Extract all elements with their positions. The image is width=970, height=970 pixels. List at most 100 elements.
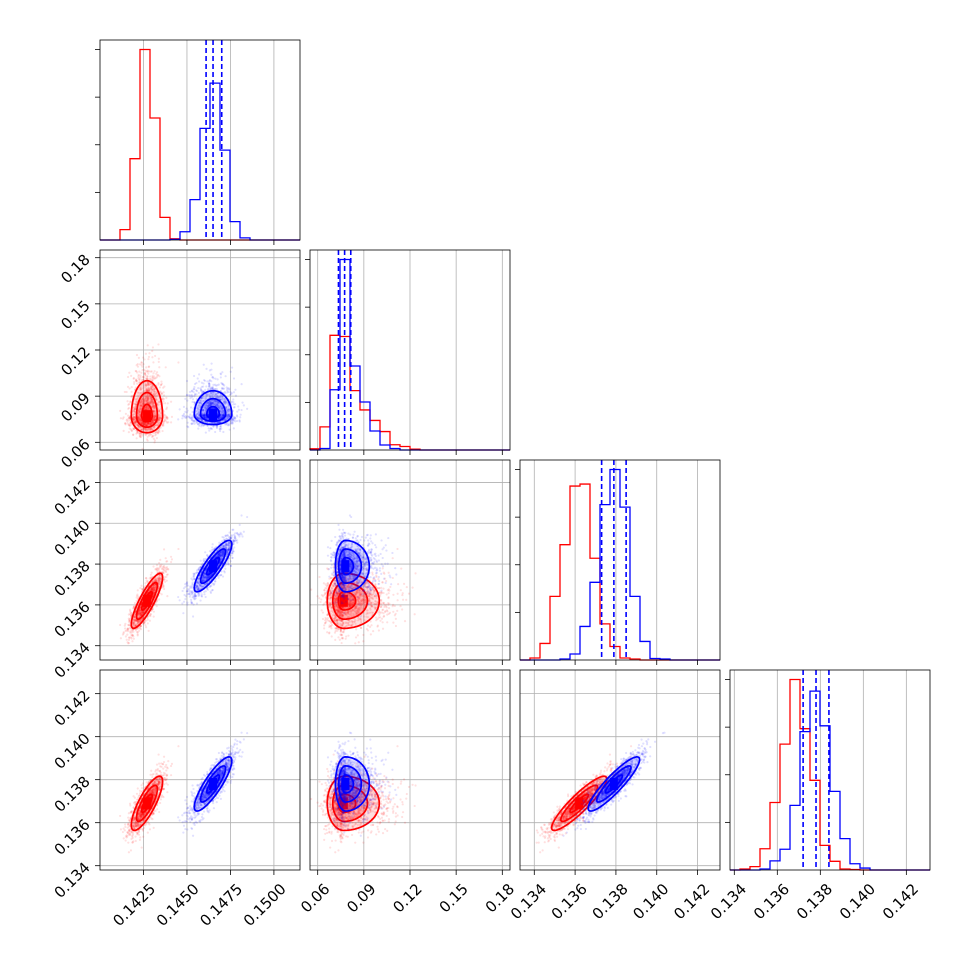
scatter-point [137, 621, 140, 624]
scatter-point [158, 414, 161, 417]
scatter-point [222, 430, 225, 434]
scatter-point [210, 402, 213, 405]
scatter-point [138, 434, 141, 437]
scatter-point [224, 401, 227, 404]
scatter-point [185, 407, 188, 410]
scatter-point [202, 390, 205, 393]
scatter-point [156, 599, 159, 602]
scatter-point [161, 423, 164, 427]
scatter-point [206, 404, 209, 408]
scatter-point [139, 387, 142, 390]
scatter-point [154, 583, 157, 586]
scatter-point [158, 561, 161, 565]
scatter-point [153, 587, 156, 590]
scatter-point [139, 406, 142, 409]
scatter-point [139, 418, 142, 421]
scatter-point [222, 399, 225, 402]
scatter-point [129, 611, 132, 614]
scatter-point [155, 376, 158, 379]
scatter-point [204, 396, 208, 399]
scatter-point [216, 395, 219, 398]
scatter-point [170, 415, 174, 418]
scatter-point [138, 410, 141, 413]
scatter-point [164, 366, 167, 369]
scatter-point [152, 589, 155, 592]
scatter-point [137, 391, 140, 394]
scatter-point [150, 589, 153, 592]
scatter-point [126, 422, 129, 425]
scatter-point [136, 391, 139, 394]
scatter-point [224, 398, 227, 401]
scatter-point [139, 404, 142, 407]
scatter-point [130, 631, 133, 634]
scatter-point [199, 388, 203, 391]
scatter-point [215, 404, 218, 407]
scatter-point [142, 402, 145, 405]
scatter-point [203, 412, 207, 415]
scatter-point [211, 387, 214, 391]
scatter-point [152, 610, 155, 613]
scatter-point [205, 407, 208, 410]
scatter-point [208, 369, 212, 372]
scatter-point [132, 413, 135, 417]
scatter-point [204, 431, 207, 434]
scatter-point [213, 400, 216, 403]
scatter-point [160, 593, 163, 596]
scatter-point [141, 422, 144, 425]
scatter-point [201, 399, 205, 402]
scatter-point [151, 435, 154, 439]
scatter-point [230, 366, 234, 369]
scatter-point [144, 428, 147, 431]
scatter-point [158, 578, 161, 581]
scatter-point [147, 386, 150, 389]
scatter-point [226, 414, 229, 417]
scatter-point [137, 417, 140, 421]
scatter-point [210, 402, 213, 405]
scatter-point [148, 619, 152, 622]
scatter-point [151, 346, 155, 349]
scatter-point [200, 402, 203, 405]
scatter-point [194, 382, 197, 386]
scatter-point [149, 422, 153, 425]
scatter-point [158, 386, 162, 389]
scatter-point [144, 424, 148, 427]
scatter-point [153, 586, 156, 589]
scatter-point [154, 397, 157, 400]
scatter-point [154, 413, 157, 417]
scatter-point [209, 388, 212, 391]
scatter-point [227, 422, 230, 425]
scatter-point [151, 379, 154, 382]
scatter-point [154, 431, 157, 435]
scatter-point [144, 397, 147, 400]
scatter-point [203, 414, 206, 417]
scatter-point [136, 423, 139, 426]
scatter-point [144, 428, 147, 431]
scatter-point [216, 421, 219, 424]
scatter-point [132, 410, 135, 413]
scatter-point [209, 395, 213, 399]
scatter-point [165, 415, 168, 418]
scatter-point [153, 375, 156, 378]
scatter-point [145, 377, 148, 380]
scatter-point [165, 406, 169, 409]
scatter-point [136, 412, 140, 415]
scatter-point [146, 422, 149, 425]
scatter-point [140, 421, 144, 424]
scatter-point [139, 625, 142, 628]
scatter-point [219, 424, 223, 428]
scatter-point [141, 375, 144, 379]
scatter-point [150, 571, 153, 574]
scatter-point [227, 413, 230, 416]
scatter-point [208, 379, 211, 382]
scatter-point [217, 396, 220, 400]
scatter-point [203, 406, 207, 409]
scatter-point [205, 394, 209, 397]
scatter-point [143, 423, 146, 426]
scatter-point [155, 568, 158, 571]
scatter-point [225, 405, 228, 408]
scatter-point [145, 399, 148, 403]
scatter-point [210, 404, 213, 407]
scatter-point [191, 400, 194, 404]
scatter-point [139, 625, 142, 628]
scatter-point [144, 428, 147, 431]
